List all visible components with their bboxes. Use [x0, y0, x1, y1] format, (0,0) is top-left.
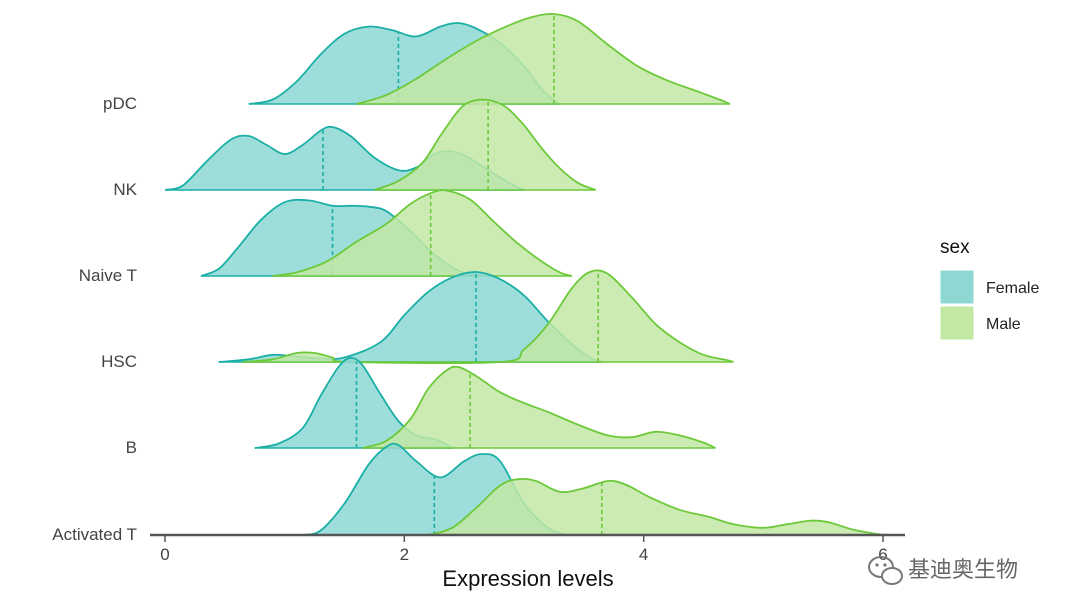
ridge-outline-male-b [362, 365, 716, 449]
x-axis-ticks: 0 2 4 6 [160, 536, 888, 564]
ridge-outline-male-hsc [242, 269, 734, 365]
watermark-text: 基迪奥生物 [908, 558, 1018, 583]
legend: sex Female Male [939, 237, 1039, 341]
ridge-group-nk [164, 98, 597, 191]
ridge-area-male-nk [374, 99, 596, 190]
ridge-outline-male-naive-t [272, 189, 573, 277]
ridges-layer [164, 12, 884, 536]
ridge-area-male-b [362, 366, 716, 448]
ridge-outline-male-pdc [356, 12, 731, 105]
y-tick-label: pDC [103, 94, 137, 113]
ridge-area-male-pdc [356, 13, 730, 104]
y-tick-label: NK [113, 180, 137, 199]
legend-label-male: Male [986, 316, 1021, 333]
ridge-area-male-hsc [242, 270, 734, 364]
y-tick-label: Activated T [52, 525, 137, 544]
watermark: 基迪奥生物 [868, 556, 1018, 585]
ridge-group-activated-t [302, 442, 884, 536]
y-tick-label: B [126, 438, 137, 457]
x-tick-label: 6 [878, 545, 887, 564]
ridge-outline-male-activated-t [428, 477, 884, 536]
x-tick-label: 2 [400, 545, 409, 564]
ridge-outline-male-nk [374, 98, 597, 191]
legend-label-female: Female [986, 280, 1039, 297]
y-tick-label: HSC [101, 352, 137, 371]
x-axis-title: Expression levels [442, 566, 613, 591]
y-axis-labels: Activated T B HSC Naive T NK pDC [52, 94, 137, 544]
ridge-area-female-b [254, 357, 453, 448]
ridge-area-male-activated-t [428, 478, 883, 535]
ridge-area-male-naive-t [272, 190, 572, 276]
legend-swatch-female [939, 269, 975, 305]
ridge-group-b [254, 357, 716, 449]
x-tick-label: 0 [160, 545, 169, 564]
ridge-group-hsc [218, 269, 734, 365]
ridge-area-female-hsc [218, 271, 602, 362]
ridge-group-naive-t [200, 189, 573, 277]
wechat-icon [868, 556, 903, 585]
legend-title: sex [940, 237, 970, 258]
x-tick-label: 4 [639, 545, 648, 564]
ridge-group-pdc [248, 12, 731, 105]
legend-swatch-male [939, 305, 975, 341]
y-tick-label: Naive T [79, 266, 137, 285]
